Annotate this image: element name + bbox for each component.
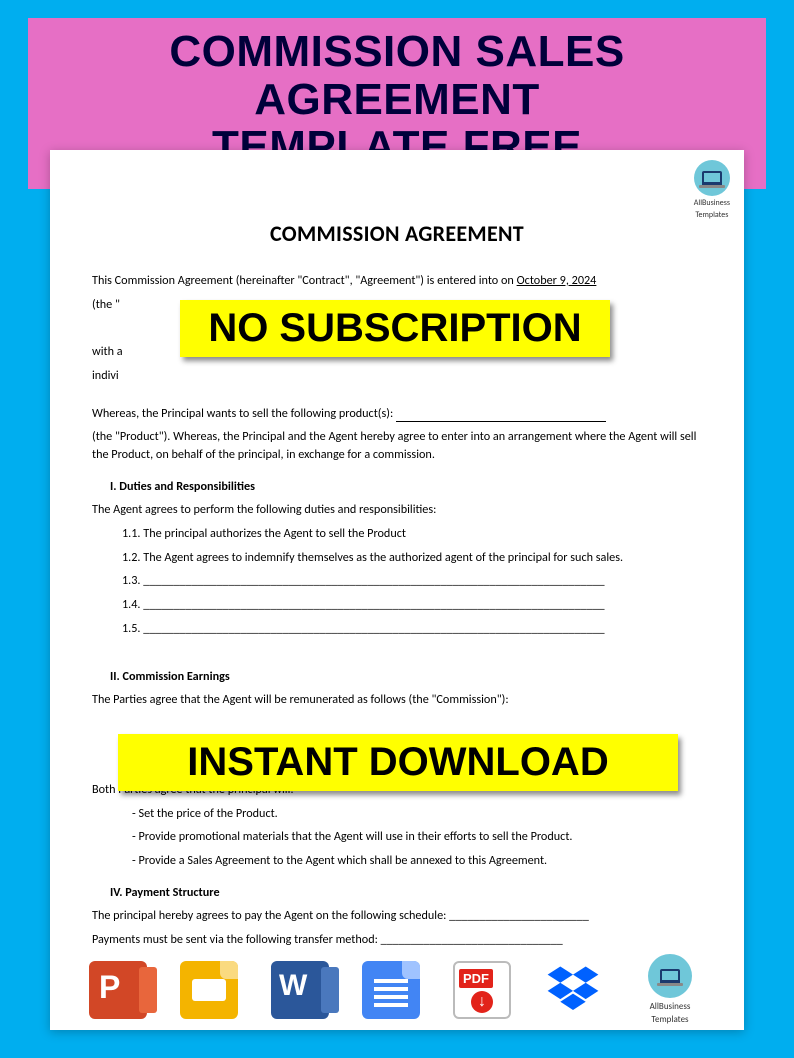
- file-format-icon-bar: AllBusiness Templates: [50, 950, 744, 1030]
- list-item: 1.1. The principal authorizes the Agent …: [122, 525, 702, 543]
- whereas-1a: Whereas, the Principal wants to sell the…: [92, 406, 396, 421]
- section-1-intro: The Agent agrees to perform the followin…: [92, 501, 702, 519]
- section-4-a: The principal hereby agrees to pay the A…: [92, 907, 702, 925]
- banner-line-1: COMMISSION SALES AGREEMENT: [34, 28, 760, 123]
- blank-product: [396, 421, 606, 422]
- section-1-list: 1.1. The principal authorizes the Agent …: [122, 525, 702, 637]
- section-2-head: II. Commission Earnings: [110, 668, 702, 686]
- powerpoint-icon[interactable]: [89, 961, 147, 1019]
- intro-para-4: indivi: [92, 367, 702, 385]
- word-icon[interactable]: [271, 961, 329, 1019]
- section-4-head: IV. Payment Structure: [110, 884, 702, 902]
- list-item: Provide a Sales Agreement to the Agent w…: [146, 852, 702, 870]
- document-title: COMMISSION AGREEMENT: [92, 218, 702, 250]
- list-item: 1.2. The Agent agrees to indemnify thems…: [122, 549, 702, 567]
- list-item: 1.3. ___________________________________…: [122, 572, 702, 590]
- list-item: Set the price of the Product.: [146, 805, 702, 823]
- list-item: 1.5. ___________________________________…: [122, 620, 702, 638]
- logo-caption-2: Templates: [694, 210, 730, 222]
- list-item: 1.4. ___________________________________…: [122, 596, 702, 614]
- highlight-instant-download: INSTANT DOWNLOAD: [118, 734, 678, 791]
- intro-date: October 9, 2024: [517, 273, 597, 288]
- whereas-1: Whereas, the Principal wants to sell the…: [92, 405, 702, 423]
- logo-caption-1: AllBusiness: [694, 198, 730, 210]
- section-2-intro: The Parties agree that the Agent will be…: [92, 691, 702, 709]
- abt-cap-2: Templates: [635, 1013, 705, 1026]
- abt-cap-1: AllBusiness: [635, 1000, 705, 1013]
- dropbox-icon[interactable]: [544, 961, 602, 1019]
- allbusiness-icon[interactable]: AllBusiness Templates: [635, 954, 705, 1026]
- section-4-b: Payments must be sent via the following …: [92, 931, 702, 949]
- logo-top: AllBusiness Templates: [694, 160, 730, 221]
- intro-text-1a: This Commission Agreement (hereinafter "…: [92, 273, 517, 288]
- section-1-head: I. Duties and Responsibilities: [110, 478, 702, 496]
- document-preview: AllBusiness Templates COMMISSION AGREEME…: [50, 150, 744, 1030]
- pdf-icon[interactable]: [453, 961, 511, 1019]
- highlight-no-subscription: NO SUBSCRIPTION: [180, 300, 610, 357]
- list-item: Provide promotional materials that the A…: [146, 828, 702, 846]
- whereas-1b: (the "Product"). Whereas, the Principal …: [92, 428, 702, 463]
- logo-icon: [694, 160, 730, 196]
- section-3-list: Set the price of the Product. Provide pr…: [132, 805, 702, 870]
- intro-para-1: This Commission Agreement (hereinafter "…: [92, 272, 702, 290]
- google-docs-icon[interactable]: [362, 961, 420, 1019]
- google-slides-icon[interactable]: [180, 961, 238, 1019]
